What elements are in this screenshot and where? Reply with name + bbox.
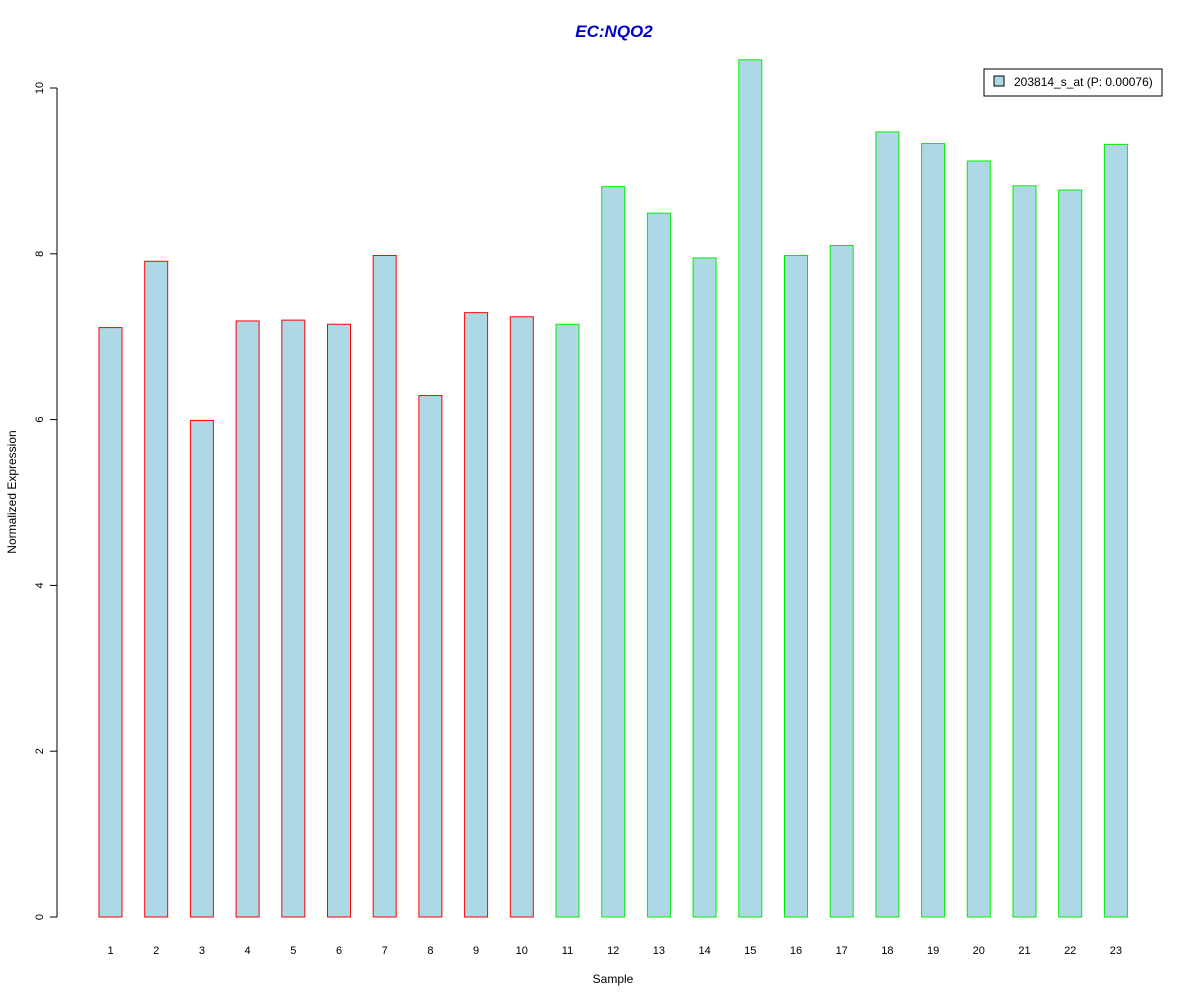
x-axis-label: Sample — [593, 972, 634, 986]
legend: 203814_s_at (P: 0.00076) — [983, 68, 1163, 97]
legend-label: 203814_s_at (P: 0.00076) — [1014, 75, 1153, 89]
x-tick-label: 4 — [245, 945, 251, 957]
bar-sample-3 — [189, 419, 214, 918]
bar-sample-17 — [829, 245, 854, 918]
x-tick-label: 5 — [290, 945, 296, 957]
y-tick-label: 4 — [34, 582, 46, 588]
bars-group — [98, 59, 1128, 918]
bar-sample-5 — [281, 319, 306, 918]
x-axis-tick-labels: 1 2 3 4 5 6 7 8 9 10 11 12 13 14 15 16 17 18 19 20 21 22 23 — [107, 945, 1122, 957]
bar-sample-2 — [144, 260, 169, 918]
x-tick-label: 19 — [927, 945, 939, 957]
x-tick-label: 13 — [653, 945, 665, 957]
y-axis-label: Normalized Expression — [5, 430, 19, 553]
y-tick-label: 8 — [34, 251, 46, 257]
bar-sample-7 — [372, 254, 397, 918]
x-tick-label: 14 — [698, 945, 710, 957]
bar-sample-14 — [692, 257, 717, 918]
bar-sample-10 — [509, 316, 534, 918]
x-tick-label: 21 — [1018, 945, 1030, 957]
bar-sample-1 — [98, 327, 123, 918]
x-tick-label: 7 — [382, 945, 388, 957]
x-tick-label: 18 — [881, 945, 893, 957]
x-tick-label: 15 — [744, 945, 756, 957]
bar-sample-18 — [875, 131, 900, 918]
bar-sample-23 — [1103, 143, 1128, 918]
y-tick-label: 0 — [34, 914, 46, 920]
bar-sample-4 — [235, 320, 260, 918]
bar-sample-9 — [464, 312, 489, 918]
bar-sample-6 — [327, 323, 351, 918]
bar-sample-11 — [555, 323, 580, 918]
y-tick-label: 10 — [34, 82, 46, 94]
bar-sample-8 — [418, 395, 443, 918]
x-tick-label: 17 — [836, 945, 848, 957]
y-tick-label: 6 — [34, 417, 46, 423]
legend-box — [983, 68, 1163, 97]
bar-sample-22 — [1058, 189, 1083, 918]
x-tick-label: 10 — [516, 945, 528, 957]
x-tick-label: 3 — [199, 945, 205, 957]
bar-sample-19 — [921, 143, 946, 918]
x-tick-label: 1 — [107, 945, 113, 957]
x-tick-label: 12 — [607, 945, 619, 957]
bar-sample-16 — [784, 254, 808, 918]
x-tick-label: 8 — [427, 945, 433, 957]
y-axis-ticks: 0 2 4 6 8 10 — [34, 82, 57, 920]
x-tick-label: 20 — [973, 945, 985, 957]
x-tick-label: 11 — [562, 945, 573, 957]
bar-sample-21 — [1012, 185, 1037, 918]
y-tick-label: 2 — [34, 748, 46, 754]
x-tick-label: 16 — [790, 945, 802, 957]
chart-title: EC:NQO2 — [575, 22, 653, 41]
bar-sample-15 — [738, 59, 763, 918]
x-tick-label: 9 — [473, 945, 479, 957]
bar-sample-20 — [966, 160, 991, 918]
legend-swatch — [993, 75, 1005, 87]
bar-sample-13 — [646, 212, 671, 918]
x-tick-label: 2 — [153, 945, 159, 957]
x-tick-label: 23 — [1110, 945, 1122, 957]
x-tick-label: 6 — [336, 945, 342, 957]
bar-sample-12 — [601, 186, 626, 918]
x-tick-label: 22 — [1064, 945, 1076, 957]
